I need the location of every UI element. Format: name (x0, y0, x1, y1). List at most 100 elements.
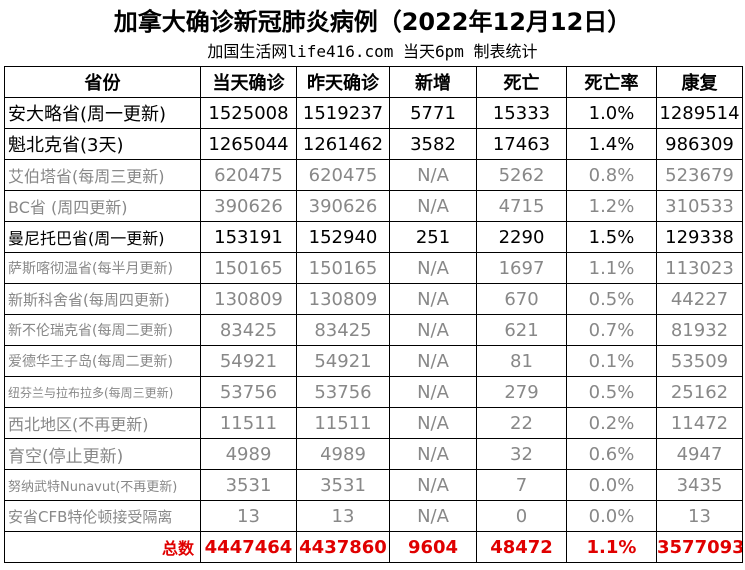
value-cell: 53756 (296, 376, 390, 408)
value-cell: 3582 (389, 128, 477, 160)
province-cell: 爱德华王子岛(每周二更新) (4, 345, 201, 377)
total-cell: 3577093 (656, 531, 743, 563)
value-cell: 0 (476, 500, 567, 532)
table-row: 爱德华王子岛(每周二更新) 54921 54921 N/A 81 0.1% 53509 (4, 345, 743, 377)
column-header: 当天确诊 (200, 66, 297, 98)
value-cell: 17463 (476, 128, 567, 160)
table-row: 安省CFB特伦顿接受隔离 13 13 N/A 0 0.0% 13 (4, 500, 743, 532)
province-cell: 育空(停止更新) (4, 438, 201, 470)
value-cell: 1265044 (200, 128, 297, 160)
value-cell: 13 (200, 500, 297, 532)
value-cell: 0.2% (566, 407, 657, 439)
value-cell: 4715 (476, 190, 567, 222)
title: 加拿大确诊新冠肺炎病例（2022年12月12日） (113, 8, 632, 36)
value-cell: 152940 (296, 221, 390, 253)
value-cell: N/A (389, 314, 477, 346)
value-cell: 390626 (296, 190, 390, 222)
table-row: 西北地区(不再更新) 11511 11511 N/A 22 0.2% 11472 (4, 407, 743, 439)
column-header: 死亡率 (566, 66, 657, 98)
value-cell: 129338 (656, 221, 743, 253)
value-cell: 279 (476, 376, 567, 408)
value-cell: 4989 (200, 438, 297, 470)
value-cell: 32 (476, 438, 567, 470)
province-cell: 安大略省(周一更新) (4, 97, 201, 129)
value-cell: N/A (389, 407, 477, 439)
value-cell: 986309 (656, 128, 743, 160)
table-row: 努纳武特Nunavut(不再更新) 3531 3531 N/A 7 0.0% 3435 (4, 469, 743, 501)
value-cell: 310533 (656, 190, 743, 222)
value-cell: 53509 (656, 345, 743, 377)
table-row: 新斯科舍省(每周四更新) 130809 130809 N/A 670 0.5% 44227 (4, 283, 743, 315)
province-cell: 新不伦瑞克省(每周二更新) (4, 314, 201, 346)
value-cell: N/A (389, 345, 477, 377)
value-cell: 3531 (296, 469, 390, 501)
value-cell: 3531 (200, 469, 297, 501)
province-cell: 新斯科舍省(每周四更新) (4, 283, 201, 315)
province-cell: 艾伯塔省(每周三更新) (4, 159, 201, 191)
value-cell: 1261462 (296, 128, 390, 160)
value-cell: 2290 (476, 221, 567, 253)
table-row: 新不伦瑞克省(每周二更新) 83425 83425 N/A 621 0.7% 81932 (4, 314, 743, 346)
value-cell: 670 (476, 283, 567, 315)
value-cell: 0.8% (566, 159, 657, 191)
value-cell: 7 (476, 469, 567, 501)
value-cell: N/A (389, 283, 477, 315)
value-cell: 83425 (296, 314, 390, 346)
header-row: 省份 当天确诊 昨天确诊 新增 死亡 死亡率 康复 (4, 66, 743, 98)
value-cell: 130809 (200, 283, 297, 315)
value-cell: 25162 (656, 376, 743, 408)
value-cell: 1.5% (566, 221, 657, 253)
column-header: 新增 (389, 66, 477, 98)
province-cell: BC省 (周四更新) (4, 190, 201, 222)
table-row: BC省 (周四更新) 390626 390626 N/A 4715 1.2% 310533 (4, 190, 743, 222)
value-cell: N/A (389, 438, 477, 470)
table-row: 育空(停止更新) 4989 4989 N/A 32 0.6% 4947 (4, 438, 743, 470)
value-cell: N/A (389, 252, 477, 284)
value-cell: 150165 (296, 252, 390, 284)
value-cell: 1525008 (200, 97, 297, 129)
value-cell: 251 (389, 221, 477, 253)
value-cell: 0.6% (566, 438, 657, 470)
value-cell: 5262 (476, 159, 567, 191)
value-cell: 150165 (200, 252, 297, 284)
subtitle: 加国生活网life416.com 当天6pm 制表统计 (207, 42, 538, 61)
total-cell: 9604 (389, 531, 477, 563)
value-cell: 153191 (200, 221, 297, 253)
value-cell: N/A (389, 500, 477, 532)
value-cell: N/A (389, 159, 477, 191)
value-cell: 83425 (200, 314, 297, 346)
column-header: 昨天确诊 (296, 66, 390, 98)
value-cell: 1519237 (296, 97, 390, 129)
province-cell: 安省CFB特伦顿接受隔离 (4, 500, 201, 532)
value-cell: 1.2% (566, 190, 657, 222)
total-cell: 1.1% (566, 531, 657, 563)
table-row: 曼尼托巴省(周一更新) 153191 152940 251 2290 1.5% 129338 (4, 221, 743, 253)
value-cell: 81 (476, 345, 567, 377)
value-cell: 1.1% (566, 252, 657, 284)
value-cell: 54921 (200, 345, 297, 377)
value-cell: 81932 (656, 314, 743, 346)
table: 省份 当天确诊 昨天确诊 新增 死亡 死亡率 康复 安大略省(周一更新) 1525008 151… (4, 66, 743, 563)
value-cell: 0.0% (566, 500, 657, 532)
value-cell: N/A (389, 376, 477, 408)
table-row: 纽芬兰与拉布拉多(每周三更新) 53756 53756 N/A 279 0.5% 25162 (4, 376, 743, 408)
value-cell: 1.4% (566, 128, 657, 160)
value-cell: 53756 (200, 376, 297, 408)
total-row: 总数 4447464 4437860 9604 48472 1.1% 3577093 (4, 531, 743, 563)
value-cell: 11511 (296, 407, 390, 439)
value-cell: 11472 (656, 407, 743, 439)
value-cell: 1289514 (656, 97, 743, 129)
value-cell: 1.0% (566, 97, 657, 129)
total-cell: 4437860 (296, 531, 390, 563)
value-cell: 3435 (656, 469, 743, 501)
value-cell: 130809 (296, 283, 390, 315)
value-cell: 13 (656, 500, 743, 532)
table-row: 安大略省(周一更新) 1525008 1519237 5771 15333 1.0% 128… (4, 97, 743, 129)
value-cell: 22 (476, 407, 567, 439)
value-cell: 54921 (296, 345, 390, 377)
value-cell: 15333 (476, 97, 567, 129)
province-cell: 西北地区(不再更新) (4, 407, 201, 439)
total-label: 总数 (4, 531, 201, 563)
province-cell: 魁北克省(3天) (4, 128, 201, 160)
